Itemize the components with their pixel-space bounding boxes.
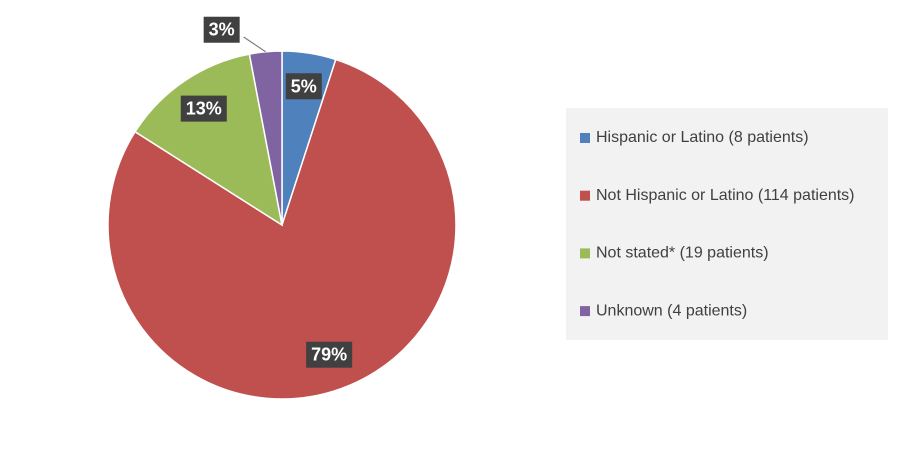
legend-label: Not Hispanic or Latino (114 patients) — [596, 187, 855, 204]
data-label-bg — [285, 73, 322, 100]
legend-swatch — [580, 133, 590, 143]
legend-box — [566, 108, 888, 340]
data-label-bg — [306, 341, 353, 368]
pie-slice — [107, 58, 457, 400]
legend-label: Unknown (4 patients) — [596, 302, 747, 319]
data-label-bg — [203, 16, 240, 43]
legend-label: Not stated* (19 patients) — [596, 245, 769, 262]
data-label: 13% — [186, 99, 222, 119]
data-label: 5% — [291, 76, 317, 96]
pie-slice — [134, 53, 284, 227]
legend-swatch — [580, 248, 590, 259]
data-label: 79% — [311, 345, 347, 365]
data-labels: 5% 79% 13% 3% — [180, 16, 353, 368]
legend: Hispanic or Latino (8 patients) Not Hispa… — [580, 129, 855, 319]
legend-label: Hispanic or Latino (8 patients) — [596, 129, 809, 146]
data-label: 3% — [209, 20, 235, 40]
legend-swatch — [580, 190, 590, 201]
pie-slice — [248, 50, 283, 226]
leader-line — [243, 36, 266, 53]
legend-swatch — [580, 306, 590, 317]
pie — [107, 50, 457, 400]
data-label-bg — [180, 95, 227, 122]
